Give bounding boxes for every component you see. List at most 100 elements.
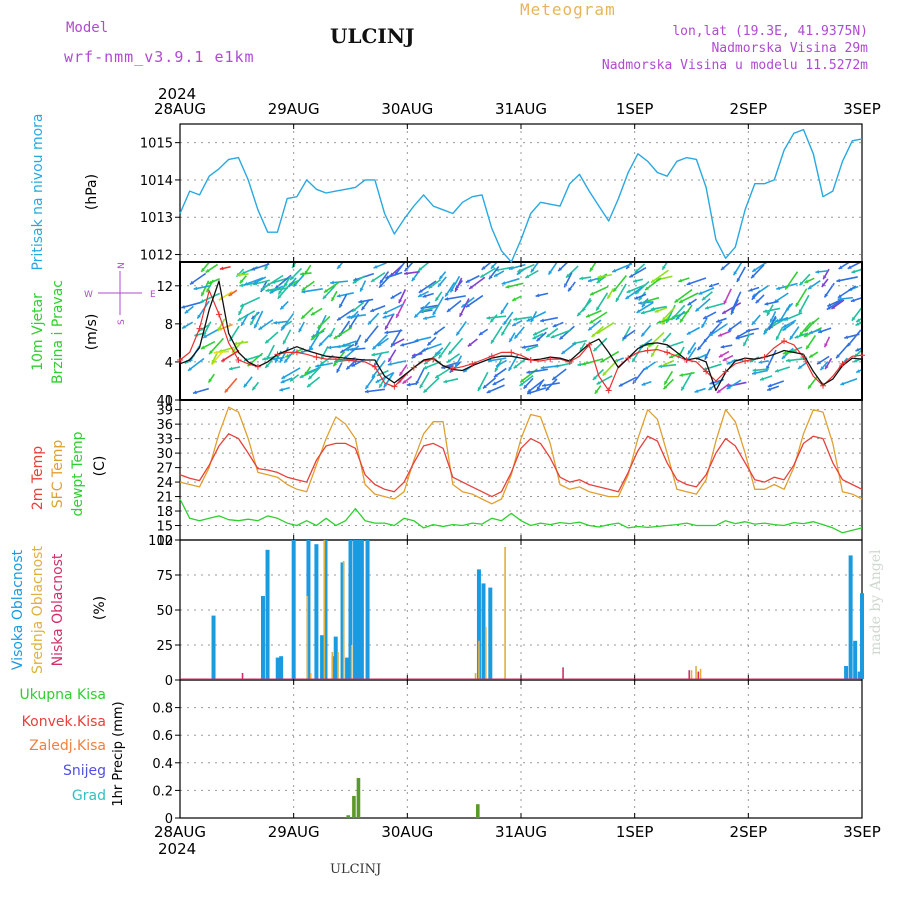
y-tick-label: 0.2 bbox=[152, 784, 173, 799]
y-tick-label: 1012 bbox=[140, 249, 173, 264]
y-tick-label: 75 bbox=[156, 569, 173, 584]
wind-gust-marker bbox=[722, 368, 729, 375]
wind-arrowhead bbox=[645, 286, 650, 291]
wind-arrowhead bbox=[644, 366, 649, 370]
wind-arrowhead bbox=[238, 311, 242, 316]
temp-ylabel-sfc: SFC Temp bbox=[50, 440, 66, 509]
wind-arrowhead bbox=[752, 371, 756, 375]
wind-arrowhead bbox=[390, 295, 395, 299]
wind-gust-marker bbox=[683, 357, 690, 364]
cloud-high-bar bbox=[853, 640, 858, 679]
wind-arrowhead bbox=[840, 381, 845, 386]
wind-arrowhead bbox=[290, 276, 294, 280]
wind-arrowhead bbox=[490, 264, 495, 269]
wind-arrowhead bbox=[837, 294, 842, 298]
wind-arrow bbox=[678, 292, 699, 304]
wind-arrowhead bbox=[439, 275, 443, 280]
wind-arrowhead bbox=[435, 374, 440, 378]
wind-arrow bbox=[650, 269, 669, 284]
wind-arrowhead bbox=[664, 380, 668, 385]
wind-ylabel-2: Brzina i Pravac bbox=[50, 280, 66, 384]
temp-ylabel-2m: 2m Temp bbox=[30, 446, 46, 510]
wind-arrowhead bbox=[749, 358, 754, 363]
wind-arrowhead bbox=[193, 390, 197, 395]
wind-arrowhead bbox=[181, 305, 186, 309]
wind-arrowhead bbox=[794, 334, 799, 339]
wind-arrowhead bbox=[271, 356, 276, 361]
wind-arrowhead bbox=[244, 281, 249, 286]
sfc-temp-line bbox=[179, 406, 863, 505]
wind-arrowhead bbox=[820, 366, 825, 371]
wind-arrowhead bbox=[364, 389, 369, 394]
y-tick-label: 30 bbox=[156, 447, 173, 462]
wind-arrowhead bbox=[542, 383, 546, 388]
wind-arrowhead bbox=[640, 310, 645, 315]
wind-arrowhead bbox=[360, 287, 364, 292]
wind-arrowhead bbox=[702, 296, 706, 301]
wind-arrowhead bbox=[422, 294, 427, 298]
year-label-bottom: 2024 bbox=[158, 840, 196, 858]
wind-arrowhead bbox=[763, 309, 767, 314]
x-tick-label-bottom: 2SEP bbox=[730, 823, 768, 841]
wind-arrowhead bbox=[804, 279, 809, 284]
wind-arrowhead bbox=[827, 303, 832, 307]
wind-arrow bbox=[526, 368, 548, 374]
compass-s: S bbox=[117, 319, 127, 325]
x-tick-label-top: 2SEP bbox=[730, 100, 768, 118]
x-tick-label-bottom: 29AUG bbox=[268, 823, 320, 841]
wind-arrowhead bbox=[695, 307, 700, 312]
wind-arrowhead bbox=[540, 365, 545, 370]
wind-arrowhead bbox=[550, 334, 555, 339]
wind-arrowhead bbox=[281, 326, 285, 331]
wind-arrowhead bbox=[759, 377, 764, 381]
wind-arrowhead bbox=[687, 301, 692, 306]
wind-arrowhead bbox=[588, 326, 593, 331]
wind-arrowhead bbox=[533, 331, 538, 336]
wind-arrowhead bbox=[467, 342, 472, 347]
wind-arrow bbox=[730, 291, 742, 312]
y-tick-label: 1014 bbox=[140, 174, 173, 189]
wind-arrow bbox=[611, 263, 633, 273]
wind-arrowhead bbox=[432, 311, 437, 316]
wind-arrowhead bbox=[411, 277, 416, 282]
wind-arrowhead bbox=[508, 266, 513, 271]
cloud-high-bar bbox=[340, 562, 345, 679]
wind-arrowhead bbox=[433, 331, 438, 335]
wind-arrowhead bbox=[315, 363, 320, 368]
wind-arrowhead bbox=[358, 299, 363, 304]
pressure-ylabel: Pritisak na nivou mora bbox=[30, 113, 46, 270]
wind-arrowhead bbox=[579, 276, 584, 281]
wind-arrowhead bbox=[486, 315, 491, 320]
wind-arrowhead bbox=[288, 282, 293, 287]
wind-arrowhead bbox=[521, 345, 526, 349]
wind-arrowhead bbox=[720, 344, 725, 349]
wind-arrowhead bbox=[709, 332, 714, 337]
wind-arrowhead bbox=[477, 387, 482, 392]
wind-arrowhead bbox=[705, 305, 709, 310]
wind-arrowhead bbox=[629, 273, 634, 278]
wind-arrowhead bbox=[856, 369, 861, 373]
y-tick-label: 21 bbox=[156, 491, 173, 506]
wind-arrowhead bbox=[252, 386, 256, 391]
wind-arrowhead bbox=[758, 360, 763, 364]
cloud-high-bar bbox=[857, 671, 862, 679]
wind-arrowhead bbox=[641, 332, 646, 337]
wind-arrowhead bbox=[546, 333, 551, 338]
wind-arrowhead bbox=[266, 282, 271, 287]
y-tick-label: 0.6 bbox=[152, 729, 173, 744]
wind-arrowhead bbox=[262, 356, 267, 361]
wind-arrowhead bbox=[419, 384, 424, 389]
wind-arrowhead bbox=[437, 282, 442, 287]
wind-arrowhead bbox=[275, 358, 279, 363]
cloud-high-bar bbox=[365, 540, 370, 679]
wind-gust-marker bbox=[703, 368, 710, 375]
wind-arrowhead bbox=[718, 353, 723, 358]
wind-arrow bbox=[181, 301, 203, 309]
wind-arrow bbox=[526, 311, 547, 322]
wind-arrowhead bbox=[370, 308, 375, 313]
wind-arrowhead bbox=[853, 358, 858, 363]
wind-arrowhead bbox=[826, 306, 831, 310]
wind-arrowhead bbox=[809, 354, 814, 358]
footer-station: ULCINJ bbox=[330, 862, 382, 877]
meteogram-title: Meteogram bbox=[520, 0, 616, 19]
